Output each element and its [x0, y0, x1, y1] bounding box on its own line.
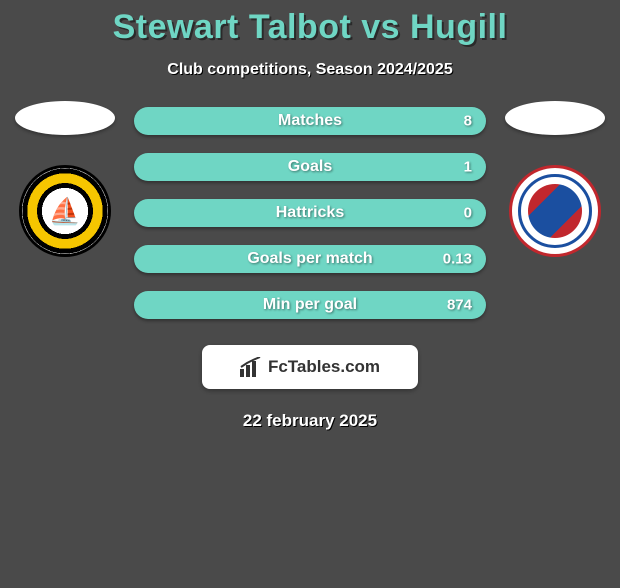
stat-right-value: 8	[464, 113, 472, 130]
stat-row: Goals 1	[134, 153, 486, 181]
stat-label: Hattricks	[276, 204, 344, 222]
stat-right-value: 0	[464, 205, 472, 222]
page-title: Stewart Talbot vs Hugill	[10, 8, 610, 47]
right-club-badge	[509, 165, 601, 257]
left-player-column: ⛵	[10, 107, 120, 257]
subtitle: Club competitions, Season 2024/2025	[10, 61, 610, 79]
comparison-card: Stewart Talbot vs Hugill Club competitio…	[0, 8, 620, 431]
stat-row: Goals per match 0.13	[134, 245, 486, 273]
shield-icon	[528, 184, 582, 238]
right-player-column	[500, 107, 610, 257]
stat-label: Min per goal	[263, 296, 357, 314]
stat-right-value: 874	[447, 297, 472, 314]
brand-badge: FcTables.com	[202, 345, 418, 389]
stat-row: Matches 8	[134, 107, 486, 135]
ship-icon: ⛵	[49, 196, 81, 227]
chart-icon	[240, 357, 262, 377]
brand-text: FcTables.com	[268, 357, 380, 377]
stat-label: Goals	[288, 158, 332, 176]
stat-right-value: 0.13	[443, 251, 472, 268]
stat-label: Goals per match	[247, 250, 372, 268]
comparison-body: ⛵ Matches 8 Goals 1 Hattricks 0 Goals per matc…	[10, 107, 610, 319]
stat-row: Hattricks 0	[134, 199, 486, 227]
right-avatar-placeholder	[505, 101, 605, 135]
stat-row: Min per goal 874	[134, 291, 486, 319]
date-text: 22 february 2025	[10, 411, 610, 431]
stat-label: Matches	[278, 112, 342, 130]
stat-bars: Matches 8 Goals 1 Hattricks 0 Goals per match 0…	[134, 107, 486, 319]
left-club-badge: ⛵	[19, 165, 111, 257]
left-avatar-placeholder	[15, 101, 115, 135]
stat-right-value: 1	[464, 159, 472, 176]
